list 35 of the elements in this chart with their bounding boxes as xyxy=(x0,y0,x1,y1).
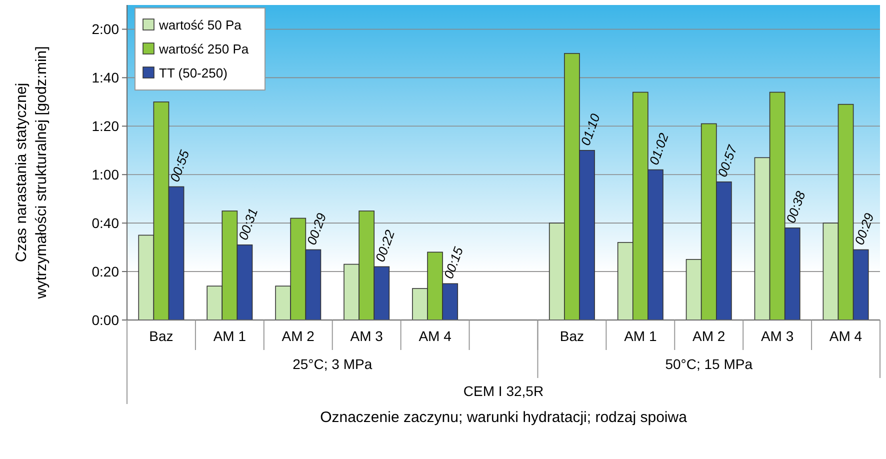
legend-label: TT (50-250) xyxy=(159,66,228,81)
x-tick-label: Baz xyxy=(149,328,174,344)
text: CEM I 32,5R xyxy=(463,383,544,399)
x-tick-label: AM 4 xyxy=(829,328,862,344)
x-tick-label: Baz xyxy=(560,328,584,344)
y-tick-label: 1:20 xyxy=(92,118,120,134)
y-tick-label: 2:00 xyxy=(92,21,120,38)
x-tick-label: AM 1 xyxy=(624,328,657,344)
y-tick-label: 0:00 xyxy=(92,312,120,328)
data-label: 00:22 xyxy=(372,227,398,264)
legend-label: wartość 50 Pa xyxy=(158,18,242,33)
legend-label: wartość 250 Pa xyxy=(158,42,250,57)
x-tick-label: AM 3 xyxy=(350,328,384,344)
y-axis-title: Czas narastania statycznej wytrzymałości strukturalnej [godz:min] xyxy=(13,46,50,300)
y-tick-label: 1:40 xyxy=(92,70,120,86)
data-label: 00:29 xyxy=(852,211,877,247)
x-tick-label: AM 1 xyxy=(213,328,246,344)
text: 50°C; 15 MPa xyxy=(665,356,753,372)
x-tick-label: AM 2 xyxy=(282,328,315,344)
data-label: 01:10 xyxy=(578,110,604,148)
y-tick-label: 0:20 xyxy=(92,263,120,280)
x-tick-label: AM 2 xyxy=(692,328,726,344)
data-label: 00:29 xyxy=(304,211,330,247)
text: 25°C; 3 MPa xyxy=(292,356,372,372)
y-tick-label: 1:00 xyxy=(92,166,120,183)
data-label: 00:55 xyxy=(167,147,192,184)
x-tick-label: AM 3 xyxy=(760,328,794,344)
y-tick-label: 0:40 xyxy=(92,214,120,231)
data-label: 01:02 xyxy=(646,130,672,167)
data-label: 00:15 xyxy=(440,244,466,281)
x-axis-title: Oznaczenie zaczynu; warunki hydratacji; rodzaj spoiwa xyxy=(320,409,688,426)
data-label: 00:57 xyxy=(714,142,740,179)
data-label: 00:31 xyxy=(235,206,261,242)
x-tick-label: AM 4 xyxy=(418,328,452,344)
data-label: 00:38 xyxy=(783,188,809,225)
